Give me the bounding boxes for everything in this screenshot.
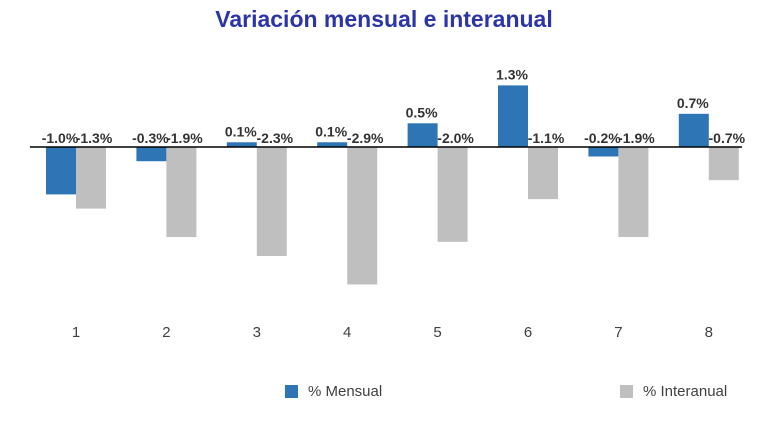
data-label-mensual: 0.7% xyxy=(677,95,709,111)
bar-mensual xyxy=(407,123,438,147)
data-label-mensual: -0.3% xyxy=(132,130,169,146)
data-label-mensual: -1.0% xyxy=(42,130,79,146)
x-tick-label: 2 xyxy=(162,324,170,341)
x-tick-label: 4 xyxy=(343,324,351,341)
data-label-interanual: -1.9% xyxy=(618,130,655,146)
legend-label-mensual: % Mensual xyxy=(308,383,383,400)
bar-interanual xyxy=(347,147,378,285)
bar-mensual xyxy=(317,142,348,147)
bar-interanual xyxy=(166,147,197,238)
data-label-interanual: -2.0% xyxy=(437,130,474,146)
data-label-interanual: -1.9% xyxy=(166,130,203,146)
bar-mensual xyxy=(136,147,167,162)
data-label-interanual: -2.9% xyxy=(347,130,384,146)
data-label-interanual: -1.3% xyxy=(76,130,113,146)
bar-mensual xyxy=(46,147,76,195)
legend-interanual: % Interanual xyxy=(620,383,727,400)
x-tick-label: 7 xyxy=(614,324,622,341)
data-label-interanual: -2.3% xyxy=(257,130,294,146)
x-tick-label: 8 xyxy=(705,324,713,341)
x-tick-label: 5 xyxy=(433,324,441,341)
data-label-mensual: 0.1% xyxy=(225,123,257,139)
legend-label-interanual: % Interanual xyxy=(643,383,728,400)
bar-interanual xyxy=(618,147,649,238)
bar-interanual xyxy=(437,147,468,242)
x-tick-label: 1 xyxy=(72,324,80,341)
legend-mensual: % Mensual xyxy=(285,383,382,400)
bar-mensual xyxy=(588,147,619,157)
data-label-interanual: -0.7% xyxy=(709,130,746,146)
bar-interanual xyxy=(708,147,739,181)
bar-mensual xyxy=(678,113,709,147)
data-label-mensual: 0.1% xyxy=(315,123,347,139)
bar-mensual xyxy=(226,142,257,147)
bar-interanual xyxy=(528,147,558,200)
data-label-mensual: -0.2% xyxy=(584,130,621,146)
chart-title: Variación mensual e interanual xyxy=(215,6,553,32)
bar-interanual xyxy=(256,147,287,257)
bar-interanual xyxy=(76,147,106,209)
data-label-mensual: 1.3% xyxy=(496,66,528,82)
data-label-interanual: -1.1% xyxy=(528,130,565,146)
x-tick-label: 6 xyxy=(524,324,532,341)
legend-swatch-interanual xyxy=(620,385,633,398)
x-tick-label: 3 xyxy=(253,324,261,341)
legend-swatch-mensual xyxy=(285,385,298,398)
data-label-mensual: 0.5% xyxy=(406,104,438,120)
bar-mensual xyxy=(498,85,528,147)
